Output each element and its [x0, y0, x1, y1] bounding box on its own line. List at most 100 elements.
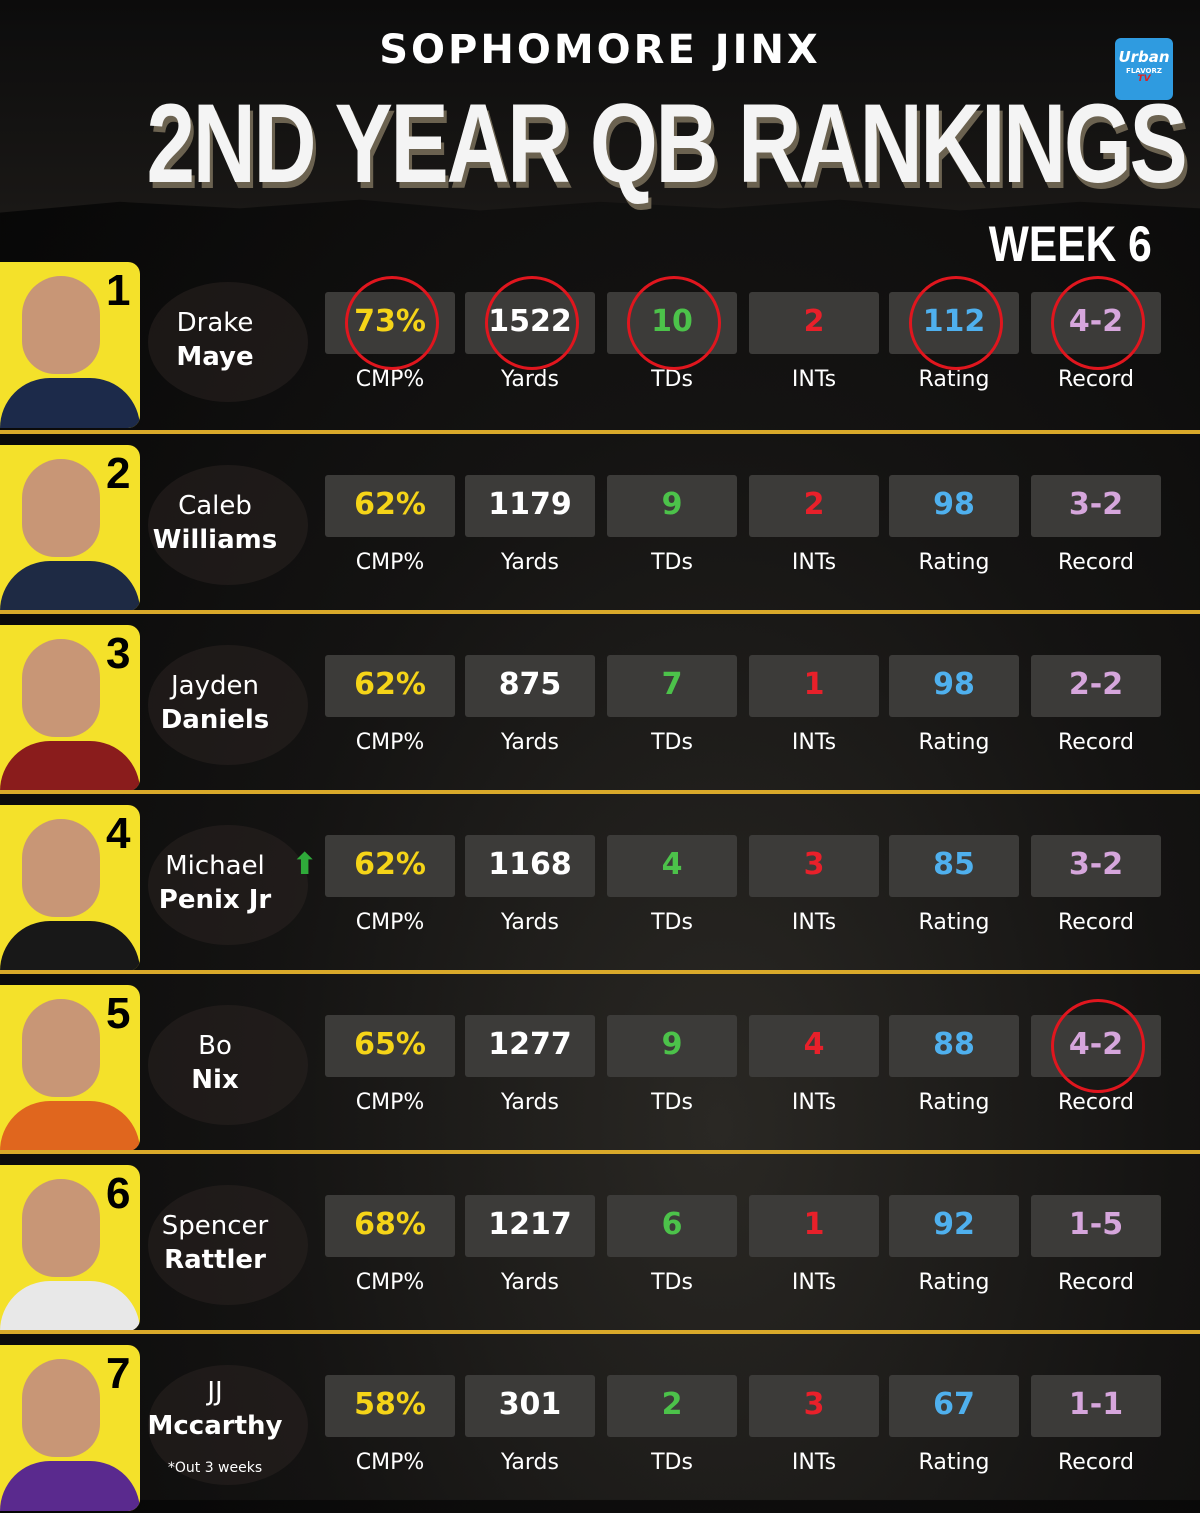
- stat-label: Rating: [918, 1450, 990, 1475]
- page-title: 2ND YEAR QB RANKINGS: [146, 81, 1188, 206]
- stat-label: Record: [1057, 1270, 1134, 1295]
- stat-value: 1-1: [1068, 1387, 1124, 1422]
- stat-box: [607, 475, 737, 537]
- stat-yards: 1217 Yards: [465, 1183, 595, 1313]
- stat-box: [1031, 835, 1161, 897]
- stat-rating: 92 Rating: [889, 1183, 1019, 1313]
- header-banner: [0, 0, 1200, 213]
- broncos-logo-icon: [148, 1005, 308, 1125]
- stat-cmp-pct: 62% CMP%: [325, 463, 455, 593]
- player-note: *Out 3 weeks: [167, 1460, 263, 1476]
- stat-record: 2-2 Record: [1031, 643, 1161, 773]
- stat-label: Rating: [918, 1270, 990, 1295]
- stat-label: Rating: [918, 910, 990, 935]
- player-photo: [22, 459, 100, 557]
- player-last-name: Williams: [152, 525, 278, 555]
- stat-label: CMP%: [355, 730, 425, 755]
- player-name: Bo Nix: [140, 1029, 290, 1097]
- stat-value: 9: [661, 487, 683, 522]
- player-last-name: Nix: [191, 1065, 239, 1095]
- saints-logo-icon: [148, 1185, 308, 1305]
- stat-yards: 1179 Yards: [465, 463, 595, 593]
- stat-box: [607, 835, 737, 897]
- stat-label: CMP%: [355, 910, 425, 935]
- stat-rating: 85 Rating: [889, 823, 1019, 953]
- stat-label: CMP%: [355, 1090, 425, 1115]
- row-divider: [0, 970, 1200, 974]
- stat-label: Yards: [501, 730, 559, 755]
- brand-line3: TV: [1137, 74, 1151, 84]
- stat-label: Rating: [918, 550, 990, 575]
- player-row: 1 Drake Maye 73% CMP% 1522 Yards 10 TDs 2 INTs 112 R…: [0, 262, 1200, 430]
- stat-tds: 2 TDs: [607, 1363, 737, 1493]
- stat-record: 3-2 Record: [1031, 463, 1161, 593]
- stat-box: [889, 655, 1019, 717]
- stat-value: 3-2: [1068, 847, 1124, 882]
- stat-label: Yards: [501, 910, 559, 935]
- stat-box: [325, 475, 455, 537]
- stat-box: [1031, 1195, 1161, 1257]
- stat-label: CMP%: [355, 1450, 425, 1475]
- stat-cmp-pct: 65% CMP%: [325, 1003, 455, 1133]
- player-first-name: Michael: [165, 851, 265, 881]
- stat-rating: 112 Rating: [889, 276, 1019, 410]
- stat-record: 4-2 Record: [1031, 999, 1161, 1133]
- stat-yards: 1168 Yards: [465, 823, 595, 953]
- stat-tds: 10 TDs: [607, 276, 737, 410]
- stat-box: [465, 835, 595, 897]
- stat-box: [1031, 655, 1161, 717]
- stat-box: [889, 1195, 1019, 1257]
- stat-label: INTs: [791, 550, 837, 575]
- player-row: 6 Spencer Rattler 68% CMP% 1217 Yards 6 TDs 1 INTs…: [0, 1165, 1200, 1333]
- row-divider: [0, 1150, 1200, 1154]
- row-divider: [0, 1330, 1200, 1334]
- player-last-name: Maye: [176, 342, 254, 372]
- stat-value: 6: [661, 1207, 683, 1242]
- stat-record: 3-2 Record: [1031, 823, 1161, 953]
- stat-label: INTs: [791, 910, 837, 935]
- player-jersey: [0, 1281, 140, 1331]
- stat-label: Record: [1057, 730, 1134, 755]
- stat-ints: 1 INTs: [749, 643, 879, 773]
- stat-value: 875: [498, 667, 562, 702]
- stat-label: Yards: [501, 1450, 559, 1475]
- highlight-circle-icon: [485, 276, 579, 370]
- stat-tds: 4 TDs: [607, 823, 737, 953]
- stat-rating: 98 Rating: [889, 643, 1019, 773]
- player-photo: [22, 1359, 100, 1457]
- stat-label: TDs: [651, 1090, 693, 1115]
- player-photo-card: 3: [0, 625, 140, 791]
- stat-label: Record: [1057, 910, 1134, 935]
- stat-label: CMP%: [355, 1270, 425, 1295]
- player-row: 5 Bo Nix 65% CMP% 1277 Yards 9 TDs 4 INTs 88 Rating 4…: [0, 985, 1200, 1153]
- stat-label: INTs: [791, 1270, 837, 1295]
- stat-ints: 4 INTs: [749, 1003, 879, 1133]
- stat-value: 1179: [488, 487, 572, 522]
- stat-value: 1: [803, 667, 825, 702]
- stat-label: INTs: [791, 730, 837, 755]
- player-photo-card: 4: [0, 805, 140, 971]
- brand-line1: Urban: [1118, 48, 1170, 66]
- patriots-logo-icon: [148, 282, 308, 402]
- stat-value: 85: [933, 847, 975, 882]
- stat-value: 9: [661, 1027, 683, 1062]
- stat-label: Rating: [918, 1090, 990, 1115]
- stat-rating: 67 Rating: [889, 1363, 1019, 1493]
- player-first-name: Bo: [198, 1031, 232, 1061]
- stat-value: 3: [803, 847, 825, 882]
- stat-tds: 9 TDs: [607, 463, 737, 593]
- stat-box: [607, 1015, 737, 1077]
- stat-value: 58%: [354, 1387, 426, 1422]
- stat-label: TDs: [651, 367, 693, 392]
- stat-box: [749, 292, 879, 354]
- brand-line2: FLAVORZ: [1126, 67, 1162, 75]
- player-first-name: Caleb: [178, 491, 252, 521]
- stat-box: [749, 475, 879, 537]
- row-divider: [0, 430, 1200, 434]
- player-name: Jayden Daniels: [140, 669, 290, 737]
- stat-value: 67: [933, 1387, 975, 1422]
- player-jersey: [0, 1461, 140, 1511]
- stat-yards: 875 Yards: [465, 643, 595, 773]
- stat-box: [465, 475, 595, 537]
- stat-box: [465, 655, 595, 717]
